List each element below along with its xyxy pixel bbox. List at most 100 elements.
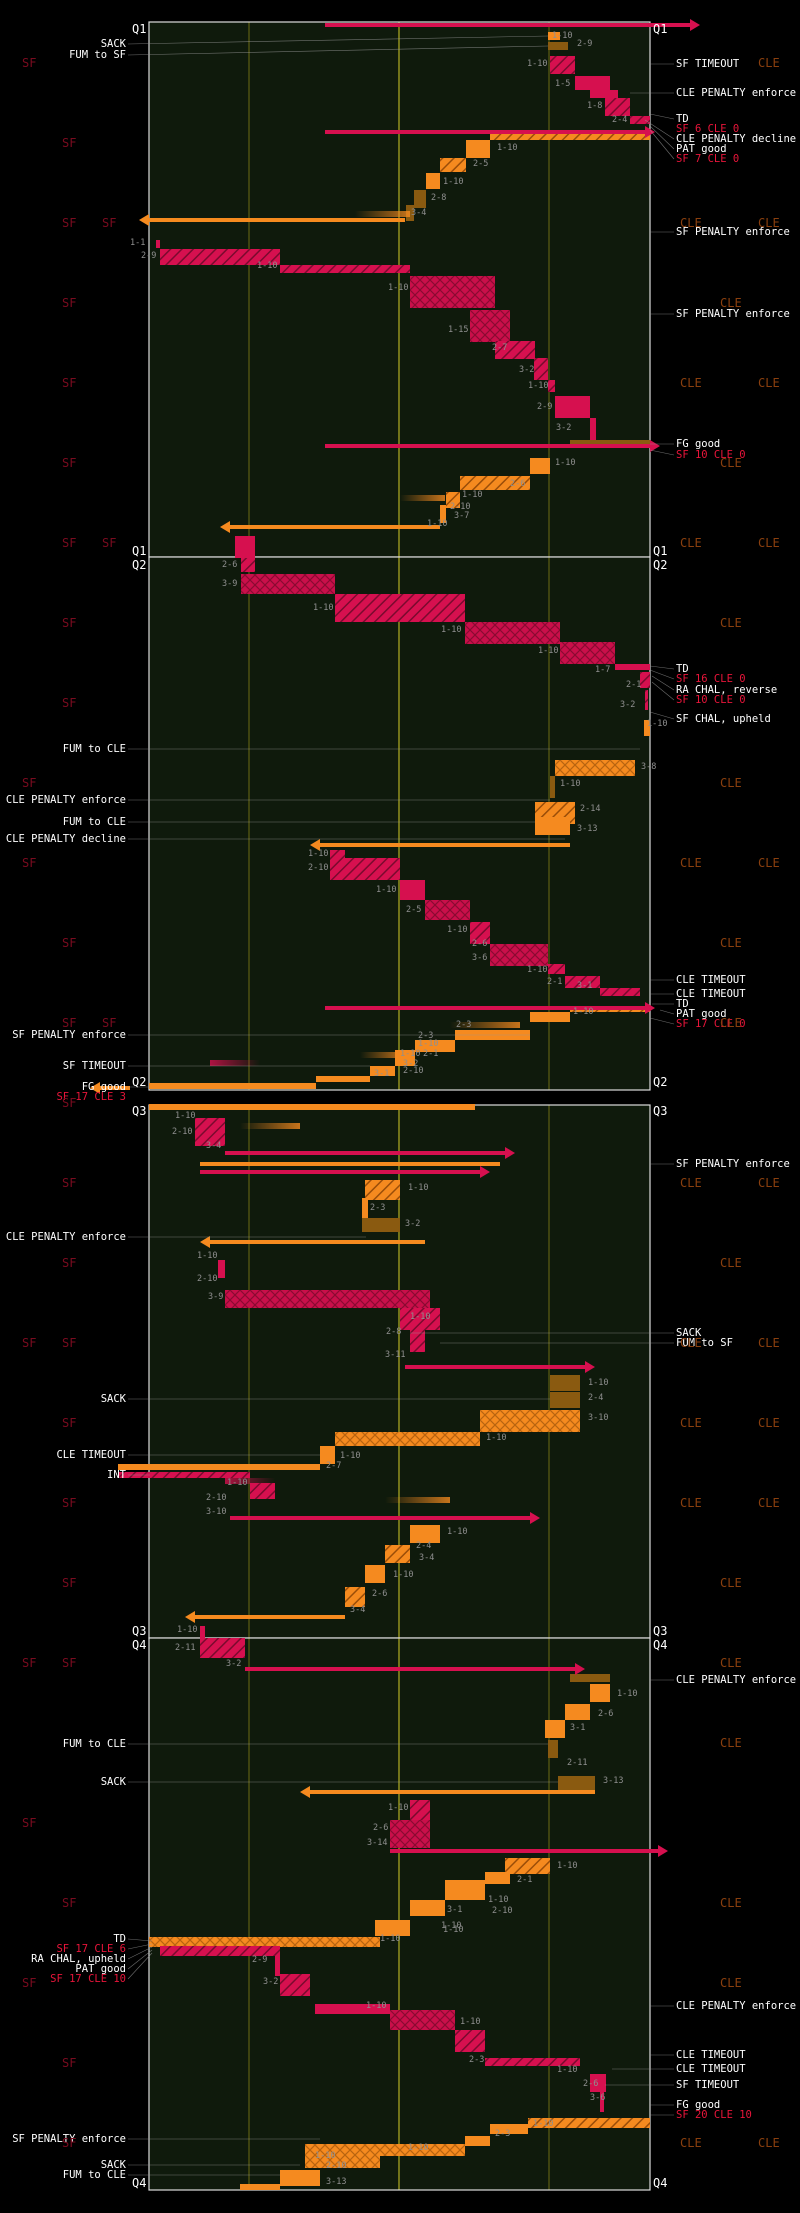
down-distance-label: 2-10 <box>172 1127 192 1137</box>
play-block <box>645 690 648 710</box>
play-block <box>446 492 460 508</box>
play-block <box>415 1040 455 1052</box>
down-distance-label: 1-10 <box>408 1183 428 1193</box>
play-block <box>555 396 590 418</box>
down-distance-label: 2-7 <box>326 1461 341 1471</box>
play-block <box>550 1375 580 1391</box>
sf-mark: SF <box>62 1016 77 1030</box>
play-block <box>534 358 548 380</box>
down-distance-label: 1-10 <box>617 1689 637 1699</box>
play-block <box>370 1066 395 1076</box>
q2-left-event: SF TIMEOUT <box>62 1060 126 1072</box>
play-block <box>550 1392 580 1408</box>
play-block <box>590 90 618 98</box>
cle-mark: CLE <box>720 296 742 310</box>
sf-mark: SF <box>62 1256 77 1270</box>
play-block <box>490 134 650 140</box>
play-block <box>570 1674 610 1682</box>
cle-mark: CLE <box>758 856 780 870</box>
down-distance-label: 1-10 <box>177 1625 197 1635</box>
cle-mark: CLE <box>758 56 780 70</box>
sf-mark: SF <box>22 776 37 790</box>
down-distance-label: 2-1 <box>626 680 641 690</box>
down-distance-label: 2-1 <box>517 1875 532 1885</box>
down-distance-label: 3-6 <box>472 953 487 963</box>
play-block <box>305 2152 380 2168</box>
arrowhead <box>90 1082 100 1094</box>
down-distance-label: 3-2 <box>226 1659 241 1669</box>
down-distance-label: 2-6 <box>598 1709 613 1719</box>
down-distance-label: 1-10 <box>486 1433 506 1443</box>
play-block <box>425 900 470 920</box>
q2-right-score: SF 17 CLE 0 <box>676 1018 746 1030</box>
q1-right-event: SF PENALTY enforce <box>676 226 790 238</box>
leader-line <box>649 1017 675 1025</box>
q3-end-label-left: Q3 <box>132 1624 147 1638</box>
play-block <box>218 1260 225 1278</box>
cle-mark: CLE <box>680 1416 702 1430</box>
q1-right-event: SF PENALTY enforce <box>676 308 790 320</box>
down-distance-label: 2-3 <box>495 2129 510 2139</box>
down-distance-label: 1-8 <box>587 101 602 111</box>
q4-left-event: PAT good <box>75 1963 126 1975</box>
cle-mark: CLE <box>680 536 702 550</box>
play-block <box>280 265 410 273</box>
arrowhead <box>310 839 320 851</box>
q1-left-event: FUM to SF <box>69 49 126 61</box>
leader-line <box>649 113 675 120</box>
arrowhead <box>658 1845 668 1857</box>
down-distance-label: 3-4 <box>419 1553 434 1563</box>
cle-mark: CLE <box>680 2136 702 2150</box>
down-distance-label: 2-10 <box>403 1066 423 1076</box>
down-distance-label: 1-10 <box>573 1007 593 1017</box>
play-block <box>470 922 490 944</box>
q1-end-label-right: Q1 <box>653 544 668 558</box>
cle-mark: CLE <box>680 1336 702 1350</box>
motion-trail <box>400 495 445 501</box>
q2-label-left: Q2 <box>132 558 147 572</box>
play-block <box>410 1525 440 1543</box>
sf-mark: SF <box>22 1336 37 1350</box>
down-distance-label: 1-10 <box>460 2017 480 2027</box>
play-block <box>225 1290 430 1308</box>
play-block <box>560 642 615 664</box>
cle-mark: CLE <box>758 2136 780 2150</box>
sf-mark: SF <box>62 936 77 950</box>
play-block <box>390 2010 455 2030</box>
q2-right-event: RA CHAL, reverse <box>676 684 778 696</box>
q4-left-event: TD <box>113 1933 126 1945</box>
play-block <box>575 76 610 90</box>
leader-line <box>659 1009 675 1015</box>
q2-left-event: SF PENALTY enforce <box>12 1029 126 1041</box>
cle-mark: CLE <box>720 936 742 950</box>
down-distance-label: 1-10 <box>340 1451 360 1461</box>
play-block <box>410 1800 430 1820</box>
sf-mark: SF <box>62 2136 77 2150</box>
down-distance-label: 2-10 <box>450 502 470 512</box>
q2-right-score: SF 10 CLE 0 <box>676 694 746 706</box>
play-block <box>426 173 440 189</box>
arrowhead <box>480 1166 490 1178</box>
cle-mark: CLE <box>680 1496 702 1510</box>
q1-right-event: CLE PENALTY enforce <box>676 87 797 99</box>
down-distance-label: 1-10 <box>315 2151 335 2161</box>
play-block <box>548 964 565 974</box>
sf-mark: SF <box>62 1096 77 1110</box>
play-block <box>548 32 560 40</box>
q4-right-event: CLE TIMEOUT <box>676 2063 746 2075</box>
leader-line <box>127 1946 153 1960</box>
down-distance-label: 1-10 <box>441 1921 461 1931</box>
cle-mark: CLE <box>758 1176 780 1190</box>
play-block <box>555 760 635 776</box>
play-block <box>460 476 530 490</box>
down-distance-label: 1-10 <box>366 2001 386 2011</box>
down-distance-label: 2-7 <box>492 343 507 353</box>
play-block <box>590 418 596 440</box>
down-distance-label: 2-3 <box>370 1203 385 1213</box>
play-block <box>365 1565 385 1583</box>
down-distance-label: 1-10 <box>647 719 667 729</box>
cle-mark: CLE <box>720 1736 742 1750</box>
play-block <box>565 1704 590 1720</box>
play-block <box>470 310 510 342</box>
down-distance-label: 2-8 <box>431 193 446 203</box>
